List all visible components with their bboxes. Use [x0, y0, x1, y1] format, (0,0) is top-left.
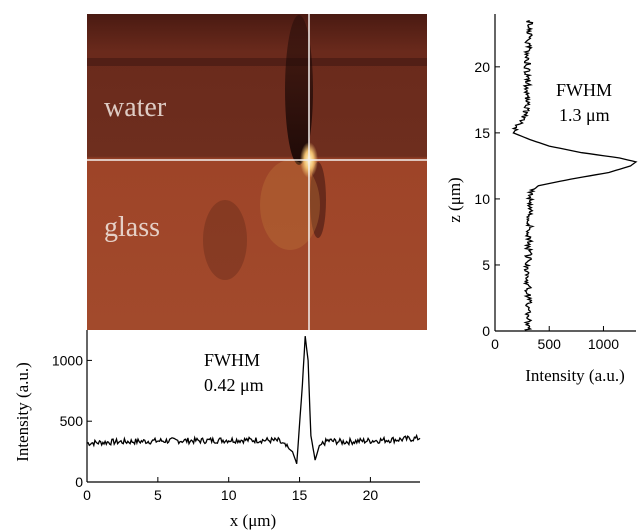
shadow-streak — [285, 15, 313, 165]
right-y-tick-label: 0 — [482, 323, 490, 339]
bottom-y-tick-label: 0 — [75, 474, 83, 490]
shadow-streak-lower — [310, 162, 326, 238]
right-ticks: 0 500 1000 0 5 10 15 20 — [474, 59, 619, 352]
right-chart: 0 500 1000 0 5 10 15 20 FWHM 1.3 μm Intensity (… — [445, 14, 638, 385]
right-x-tick-label: 0 — [491, 336, 499, 352]
glass-dark-streak — [203, 200, 247, 280]
bottom-x-tick-label: 10 — [221, 487, 237, 503]
bottom-annotation-line2: 0.42 μm — [204, 375, 264, 395]
water-band-dark — [87, 58, 427, 66]
right-x-tick-label: 1000 — [588, 336, 619, 352]
water-label: water — [104, 92, 167, 123]
right-y-tick-label: 5 — [482, 257, 490, 273]
right-y-tick-label: 10 — [474, 191, 490, 207]
bottom-series-line — [86, 336, 421, 464]
glass-yellow-tint — [260, 160, 320, 250]
right-annotation-line2: 1.3 μm — [559, 105, 610, 125]
right-series-line — [511, 19, 638, 332]
glass-label: glass — [104, 212, 160, 243]
right-annotation-line1: FWHM — [556, 80, 612, 100]
right-x-label: Intensity (a.u.) — [525, 366, 625, 385]
bottom-ticks: 0 5 10 15 20 0 500 1000 — [52, 352, 379, 503]
right-y-tick-label: 15 — [474, 125, 490, 141]
bottom-y-label: Intensity (a.u.) — [13, 362, 32, 462]
image-background — [87, 14, 427, 330]
bottom-y-tick-label: 500 — [60, 413, 84, 429]
bottom-x-tick-label: 15 — [292, 487, 308, 503]
bottom-x-tick-label: 0 — [83, 487, 91, 503]
microscope-image: water glass — [87, 14, 427, 330]
bottom-x-label: x (μm) — [230, 511, 276, 530]
right-y-tick-label: 20 — [474, 59, 490, 75]
bottom-annotation-line1: FWHM — [204, 350, 260, 370]
right-x-tick-label: 500 — [538, 336, 562, 352]
bottom-chart: 0 5 10 15 20 0 500 1000 FWHM 0.42 μm x (μm) Int… — [13, 330, 421, 530]
bottom-x-tick-label: 5 — [154, 487, 162, 503]
bottom-y-tick-label: 1000 — [52, 352, 83, 368]
right-y-label: z (μm) — [445, 177, 464, 222]
bottom-x-tick-label: 20 — [363, 487, 379, 503]
